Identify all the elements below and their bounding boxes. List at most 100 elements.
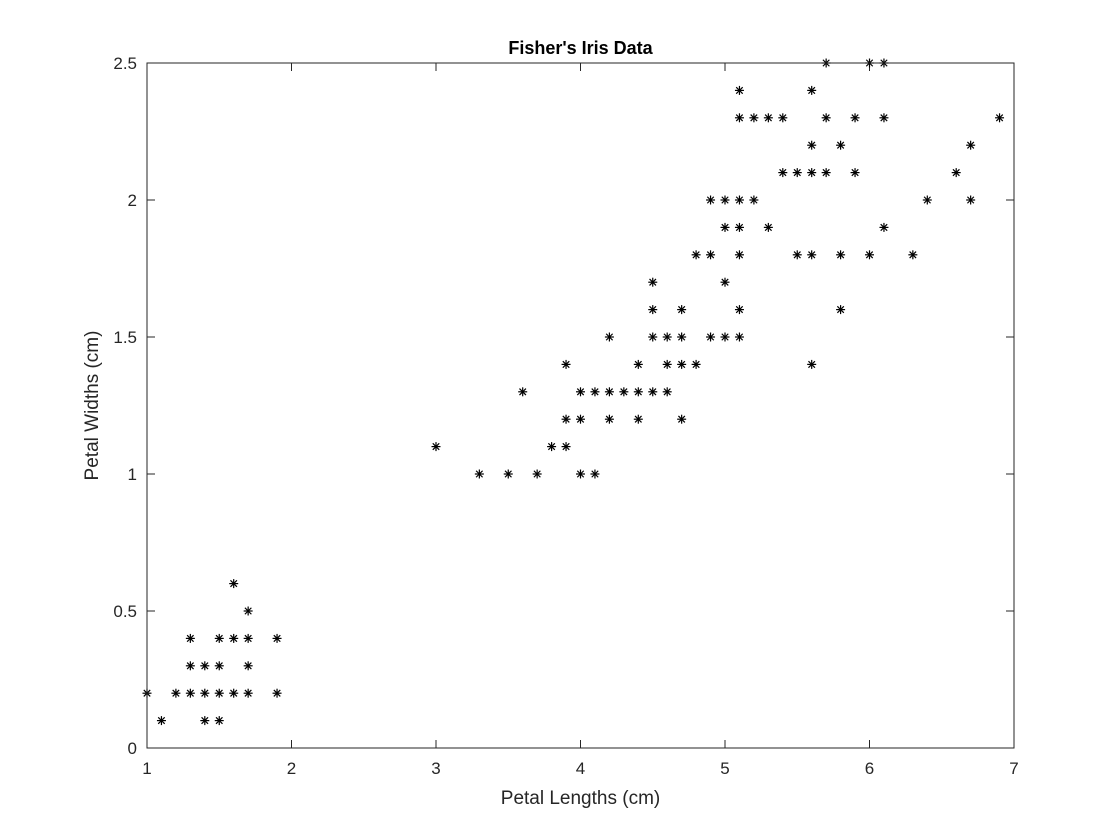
data-point	[648, 277, 658, 287]
data-point	[706, 195, 716, 205]
data-point	[792, 250, 802, 260]
data-point	[807, 359, 817, 369]
data-point	[749, 113, 759, 123]
data-point	[720, 277, 730, 287]
data-point	[720, 222, 730, 232]
x-tick-label: 2	[287, 759, 296, 778]
data-point	[734, 305, 744, 315]
data-point	[590, 387, 600, 397]
data-point	[431, 442, 441, 452]
data-point	[734, 332, 744, 342]
x-axis-label: Petal Lengths (cm)	[501, 788, 660, 809]
data-point	[229, 579, 239, 589]
data-point	[879, 222, 889, 232]
data-point	[807, 85, 817, 95]
data-point	[633, 359, 643, 369]
data-point	[966, 140, 976, 150]
data-point	[200, 688, 210, 698]
y-tick-label: 2	[128, 191, 137, 210]
data-point	[214, 661, 224, 671]
x-tick-label: 7	[1009, 759, 1018, 778]
data-point	[749, 195, 759, 205]
data-point	[633, 414, 643, 424]
data-point	[576, 469, 585, 479]
data-point	[633, 387, 643, 397]
y-tick-label: 2.5	[113, 54, 137, 73]
data-point	[720, 195, 730, 205]
data-point	[763, 113, 773, 123]
data-point	[966, 195, 976, 205]
data-point	[734, 195, 744, 205]
data-point	[677, 359, 687, 369]
data-point	[865, 250, 874, 260]
data-point	[951, 168, 961, 178]
data-point	[734, 250, 744, 260]
data-point	[214, 633, 224, 643]
data-point	[677, 332, 687, 342]
data-point	[185, 661, 195, 671]
chart-title: Fisher's Iris Data	[508, 38, 653, 58]
data-point	[561, 414, 571, 424]
y-tick-label: 1.5	[113, 328, 137, 347]
data-point	[604, 387, 614, 397]
data-point	[503, 469, 513, 479]
data-point	[604, 332, 614, 342]
data-point	[807, 250, 817, 260]
data-point	[214, 688, 224, 698]
data-point	[604, 414, 614, 424]
axes-box	[146, 62, 1015, 749]
y-tick-label: 1	[128, 465, 137, 484]
data-point	[185, 688, 195, 698]
data-point	[792, 168, 802, 178]
x-tick-label: 5	[720, 759, 729, 778]
data-point	[821, 113, 831, 123]
data-point	[200, 661, 210, 671]
data-point	[908, 250, 918, 260]
data-point	[720, 332, 730, 342]
data-point	[561, 359, 571, 369]
data-point	[836, 305, 846, 315]
data-point	[677, 414, 687, 424]
data-point	[243, 633, 253, 643]
data-point	[995, 113, 1005, 123]
data-point	[518, 387, 528, 397]
data-point	[734, 113, 744, 123]
data-point	[807, 140, 817, 150]
y-tick-label: 0	[128, 739, 137, 758]
data-point	[272, 633, 282, 643]
data-point	[214, 716, 224, 726]
data-point	[836, 140, 846, 150]
data-point	[879, 113, 889, 123]
x-tick-label: 1	[142, 759, 151, 778]
data-point	[763, 222, 773, 232]
data-point	[171, 688, 181, 698]
data-point	[836, 250, 846, 260]
data-point	[576, 387, 585, 397]
data-point	[272, 688, 282, 698]
data-point	[561, 442, 571, 452]
data-point	[691, 359, 701, 369]
data-point	[677, 305, 687, 315]
data-point	[850, 113, 860, 123]
data-point	[648, 332, 658, 342]
data-point	[243, 661, 253, 671]
y-axis-label: Petal Widths (cm)	[82, 331, 103, 481]
data-point	[200, 716, 210, 726]
data-point	[229, 633, 239, 643]
data-point	[185, 633, 195, 643]
y-tick-label: 0.5	[113, 602, 137, 621]
data-point	[662, 332, 672, 342]
data-point	[576, 414, 585, 424]
data-point	[778, 113, 788, 123]
plot-area	[147, 63, 1014, 748]
x-tick-label: 4	[576, 759, 585, 778]
data-point	[778, 168, 788, 178]
x-tick-label: 3	[431, 759, 440, 778]
data-point	[243, 606, 253, 616]
axis-ticks: 1 2 3 4 5 6 7 0 0.5 1 1.5 2 2.5	[113, 54, 1018, 778]
data-point	[590, 469, 600, 479]
data-point	[807, 168, 817, 178]
data-point	[243, 688, 253, 698]
data-point	[662, 387, 672, 397]
